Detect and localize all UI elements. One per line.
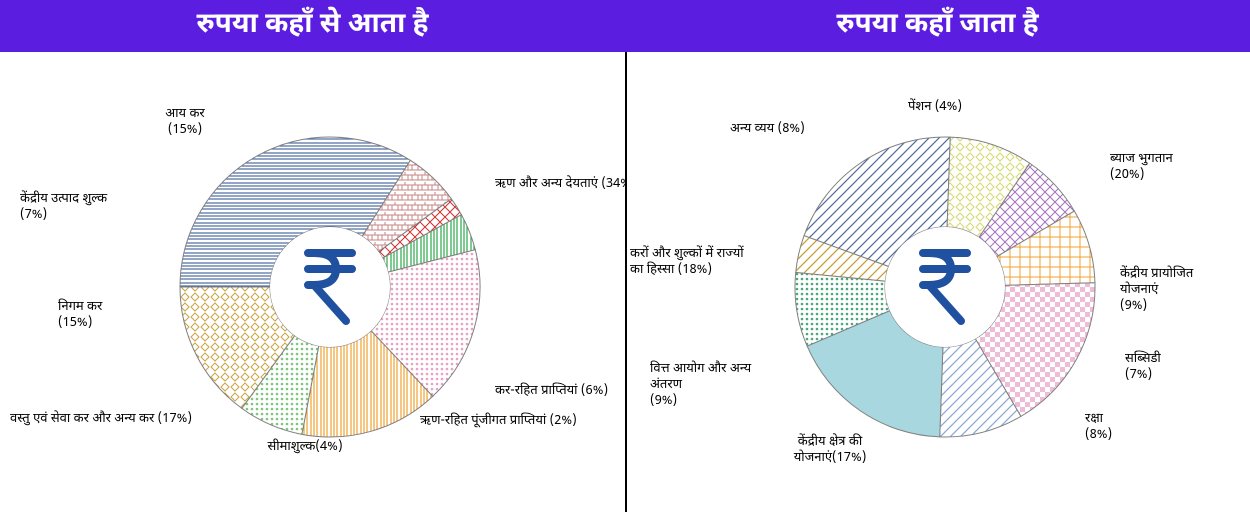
right-title: रुपया कहाँ जाता है [625, 0, 1250, 52]
left-panel: रुपया कहाँ से आता है ऋण और अन्य देयताएं … [0, 0, 625, 512]
slice-label: ऋण-रहित पूंजीगत प्राप्तियां (2%) [420, 412, 577, 430]
slice-label: केंद्रीय क्षेत्र कीयोजनाएं(17%) [794, 433, 867, 467]
left-title: रुपया कहाँ से आता है [0, 0, 625, 52]
slice-label: कर-रहित प्राप्तियां (6%) [495, 382, 608, 400]
slice-label: सब्सिडी(7%) [1125, 350, 1161, 384]
right-panel: रुपया कहाँ जाता है पेंशन (4%) ब्याज भुगता… [625, 0, 1250, 512]
right-chart-area: पेंशन (4%) ब्याज भुगतान(20%) केंद्रीय प्रा… [625, 52, 1250, 512]
slice-label: ऋण और अन्य देयताएं (34%) [495, 175, 625, 193]
slice-label: वित्त आयोग और अन्यअंतरण(9%) [650, 360, 752, 410]
slice-label: ब्याज भुगतान(20%) [1110, 151, 1174, 184]
slice-label: करों और शुल्कों में राज्योंका हिस्सा (18… [630, 245, 744, 279]
slice-label: केंद्रीय प्रायोजितयोजनाएं(9%) [1120, 265, 1194, 315]
left-chart-area: ऋण और अन्य देयताएं (34%) कर-रहित प्राप्ति… [0, 52, 625, 512]
slice-label: केंद्रीय उत्पाद शुल्क(7%) [20, 190, 108, 224]
slice-label: रक्षा(8%) [1085, 411, 1112, 444]
slice-label: सीमाशुल्क(4%) [267, 438, 342, 456]
slice-label: आय कर(15%) [165, 106, 205, 139]
right-donut-svg: पेंशन (4%) ब्याज भुगतान(20%) केंद्रीय प्रा… [625, 52, 1250, 512]
slice-label: अन्य व्यय (8%) [730, 121, 805, 138]
slice-label: निगम कर(15%) [58, 298, 103, 332]
slice-label: पेंशन (4%) [908, 98, 962, 116]
slice-label: वस्तु एवं सेवा कर और अन्य कर (17%) [10, 410, 192, 428]
left-donut-svg: ऋण और अन्य देयताएं (34%) कर-रहित प्राप्ति… [0, 52, 625, 512]
